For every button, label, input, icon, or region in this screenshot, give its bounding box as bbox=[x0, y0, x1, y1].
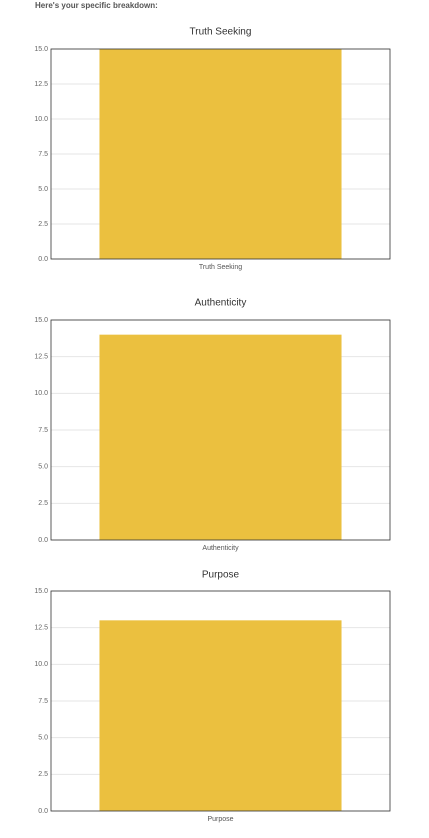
y-tick-label: 5.0 bbox=[38, 186, 48, 193]
y-tick-label: 12.5 bbox=[34, 81, 48, 88]
y-tick-label: 0.0 bbox=[38, 808, 48, 815]
bar bbox=[99, 49, 342, 259]
y-tick-label: 2.5 bbox=[38, 221, 48, 228]
y-tick-label: 12.5 bbox=[34, 625, 48, 632]
y-tick-label: 10.0 bbox=[34, 390, 48, 397]
y-tick-label: 7.5 bbox=[38, 698, 48, 705]
y-tick-label: 10.0 bbox=[34, 661, 48, 668]
y-tick-label: 0.0 bbox=[38, 537, 48, 544]
y-tick-label: 15.0 bbox=[34, 317, 48, 324]
y-tick-label: 10.0 bbox=[34, 116, 48, 123]
chart-title: Truth Seeking bbox=[190, 27, 252, 38]
chart-title: Purpose bbox=[202, 570, 240, 581]
y-tick-label: 7.5 bbox=[38, 427, 48, 434]
y-tick-label: 2.5 bbox=[38, 500, 48, 507]
bar bbox=[99, 334, 342, 540]
y-tick-label: 0.0 bbox=[38, 256, 48, 263]
y-tick-label: 7.5 bbox=[38, 151, 48, 158]
y-tick-label: 2.5 bbox=[38, 771, 48, 778]
plot-frame bbox=[50, 48, 391, 260]
header: Here's your specific breakdown: bbox=[35, 1, 158, 10]
plot-frame bbox=[50, 319, 391, 541]
y-tick-label: 15.0 bbox=[34, 46, 48, 53]
x-tick-label: Purpose bbox=[207, 816, 234, 823]
x-tick-label: Truth Seeking bbox=[198, 264, 243, 271]
chart-title: Authenticity bbox=[195, 298, 247, 309]
y-tick-label: 5.0 bbox=[38, 735, 48, 742]
y-tick-label: 5.0 bbox=[38, 464, 48, 471]
y-tick-label: 15.0 bbox=[34, 588, 48, 595]
bar bbox=[99, 620, 342, 811]
y-tick-label: 12.5 bbox=[34, 354, 48, 361]
plot-frame bbox=[50, 590, 391, 812]
x-tick-label: Authenticity bbox=[202, 545, 239, 552]
